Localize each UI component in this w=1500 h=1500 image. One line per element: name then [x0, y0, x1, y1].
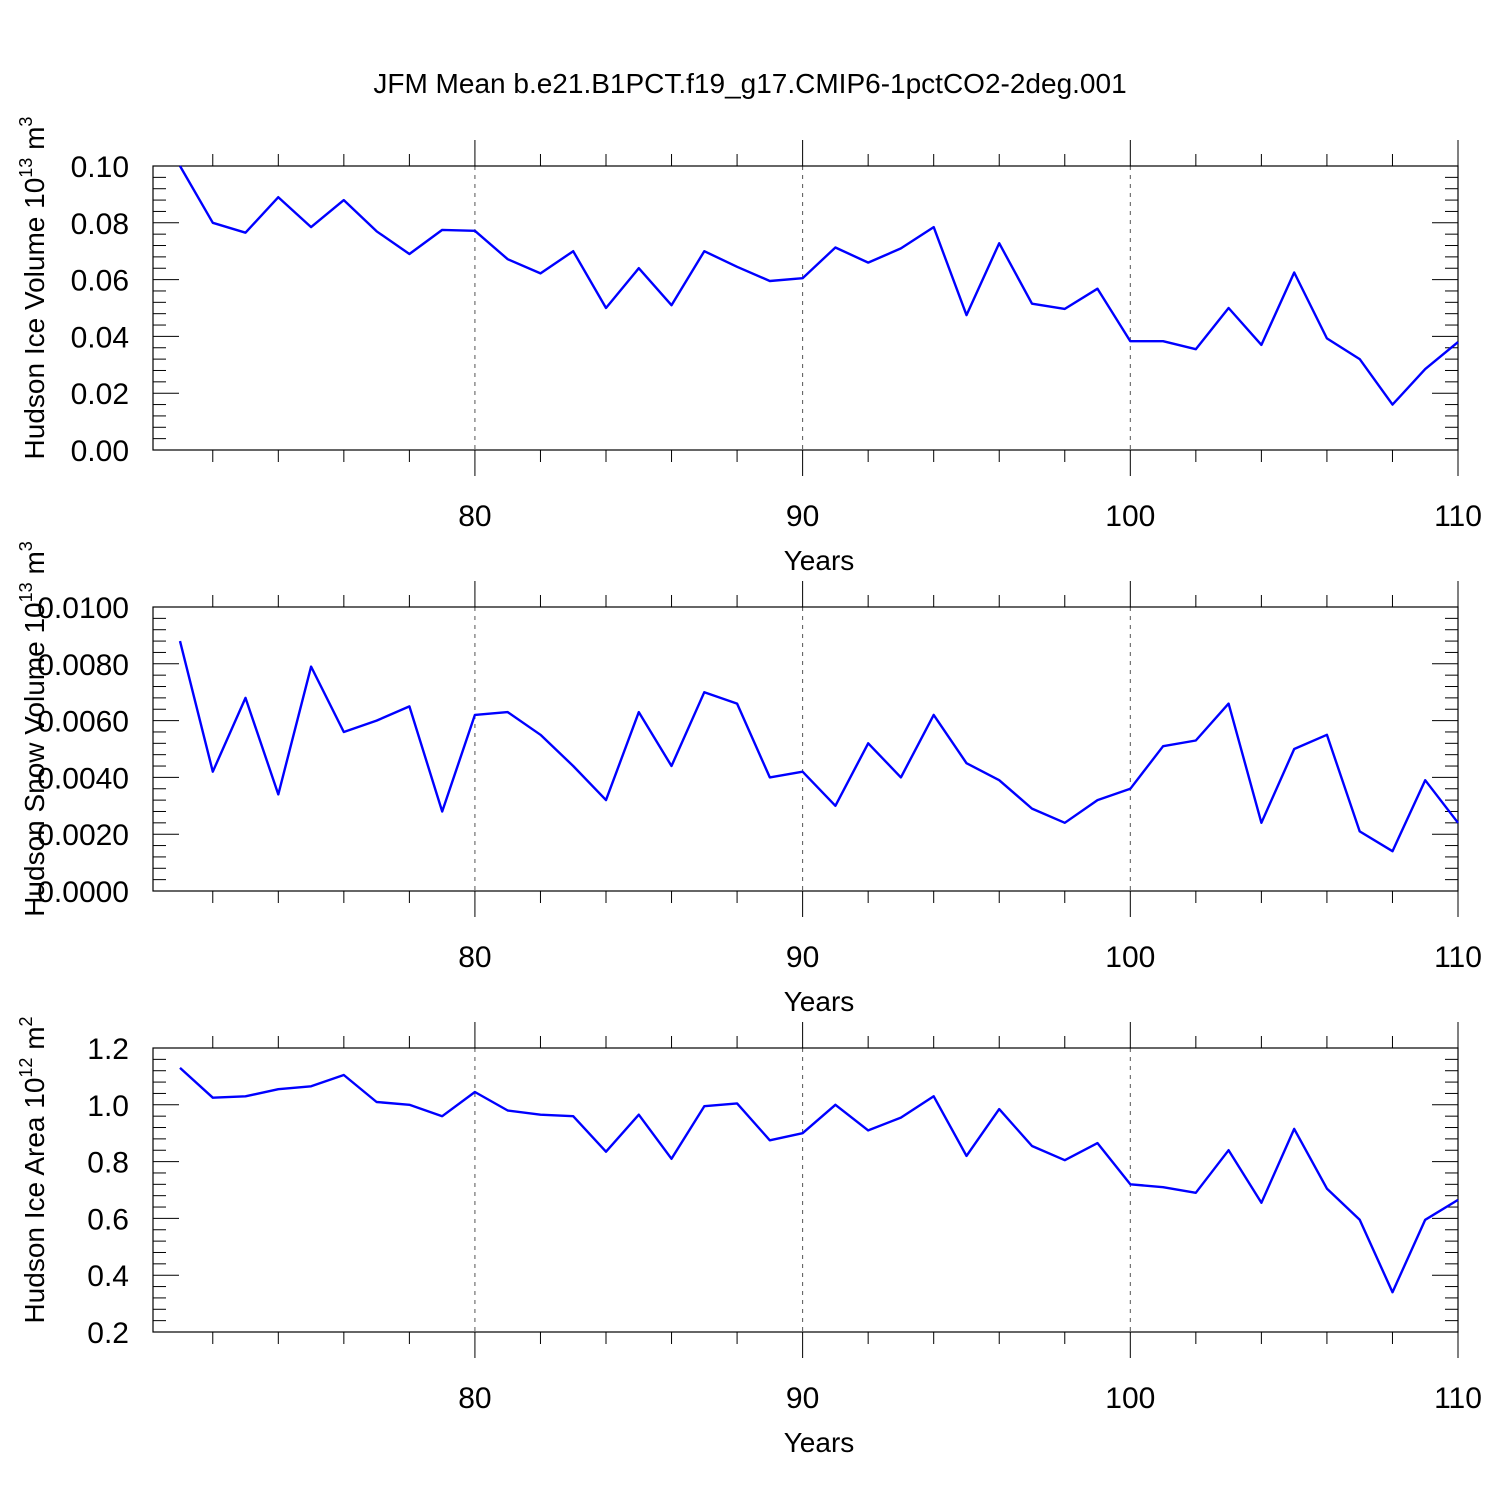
y-tick-label: 0.10 [71, 151, 129, 184]
panel-2: 80 90 100 110 0.0000 0.0020 0.0040 0.0060 0.0080… [16, 541, 1482, 1017]
x-tick-label: 110 [1434, 941, 1482, 974]
chart-title: JFM Mean b.e21.B1PCT.f19_g17.CMIP6-1pctC… [373, 68, 1126, 99]
x-axis-title: Years [784, 545, 855, 576]
y-tick-label: 0.6 [87, 1203, 129, 1236]
y-axis-title-unit-exponent: 3 [16, 117, 36, 127]
x-tick-label: 80 [458, 1382, 491, 1415]
panel-1: 80 90 100 110 0.00 0.02 0.04 0.06 0.08 0.10 Years H… [16, 117, 1482, 576]
y-tick-label: 0.02 [71, 378, 129, 411]
y-axis-title-unit-exponent: 3 [16, 541, 36, 551]
x-tick-label: 110 [1434, 1382, 1482, 1415]
y-tick-label: 0.04 [71, 321, 129, 354]
x-tick-label: 80 [458, 500, 491, 533]
y-tick-label: 0.0060 [37, 706, 129, 739]
series-line [178, 165, 1459, 406]
x-tick-label: 80 [458, 941, 491, 974]
y-axis-title-unit: m [19, 1026, 50, 1057]
series-line [178, 640, 1459, 853]
y-tick-label: 0.06 [71, 265, 129, 298]
y-axis-title-text: Hudson Snow Volume 10 [19, 602, 50, 916]
x-tick-label: 90 [786, 500, 819, 533]
y-axis-title-unit: m [19, 551, 50, 582]
x-axis-title: Years [784, 986, 855, 1017]
y-axis-title-exponent: 12 [16, 1058, 36, 1078]
plot-frame [152, 606, 1459, 892]
plot-frame [152, 1047, 1459, 1333]
series-line [179, 1067, 1459, 1294]
y-tick-label: 0.2 [87, 1317, 129, 1350]
chart-panels: 80 90 100 110 0.00 0.02 0.04 0.06 0.08 0.10 Years H… [16, 117, 1482, 1458]
y-axis-title: Hudson Snow Volume 1013 m3 [16, 541, 50, 917]
y-tick-label: 0.0040 [37, 762, 129, 795]
y-axis-title-unit-exponent: 2 [16, 1016, 36, 1026]
x-tick-label: 100 [1105, 500, 1155, 533]
y-axis-title-exponent: 13 [16, 158, 36, 178]
y-tick-label: 0.0080 [37, 649, 129, 682]
y-axis-title-text: Hudson Ice Area 10 [19, 1078, 50, 1324]
x-tick-label: 90 [786, 941, 819, 974]
panel-3: 80 90 100 110 0.2 0.4 0.6 0.8 1.0 1.2 Years Hudson … [16, 1016, 1482, 1458]
y-axis-title: Hudson Ice Volume 1013 m3 [16, 117, 50, 460]
y-tick-label: 0.00 [71, 435, 129, 468]
y-tick-label: 1.2 [87, 1033, 129, 1066]
y-tick-label: 0.4 [87, 1260, 129, 1293]
x-tick-label: 100 [1105, 1382, 1155, 1415]
x-axis-title: Years [784, 1427, 855, 1458]
y-axis-title-exponent: 13 [16, 582, 36, 602]
x-tick-label: 110 [1434, 500, 1482, 533]
x-tick-label: 90 [786, 1382, 819, 1415]
y-tick-label: 0.0000 [37, 876, 129, 909]
y-tick-label: 0.08 [71, 208, 129, 241]
y-axis-title: Hudson Ice Area 1012 m2 [16, 1016, 50, 1323]
y-tick-label: 0.0020 [37, 819, 129, 852]
y-tick-label: 0.8 [87, 1147, 129, 1180]
y-axis-title-unit: m [19, 127, 50, 158]
y-axis-title-text: Hudson Ice Volume 10 [19, 178, 50, 460]
plot-frame [152, 165, 1459, 451]
x-tick-label: 100 [1105, 941, 1155, 974]
y-tick-label: 1.0 [87, 1090, 129, 1123]
y-tick-label: 0.0100 [37, 592, 129, 625]
